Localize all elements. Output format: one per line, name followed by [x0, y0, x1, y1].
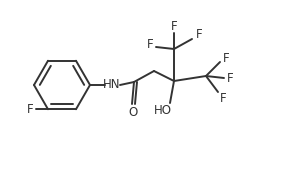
Text: HO: HO — [154, 104, 172, 118]
Text: F: F — [171, 21, 177, 33]
Text: HN: HN — [103, 78, 121, 90]
Text: F: F — [223, 52, 229, 64]
Text: F: F — [196, 28, 202, 41]
Text: O: O — [128, 105, 138, 118]
Text: F: F — [27, 103, 33, 116]
Text: F: F — [220, 93, 226, 105]
Text: F: F — [227, 72, 233, 84]
Text: F: F — [147, 39, 153, 52]
